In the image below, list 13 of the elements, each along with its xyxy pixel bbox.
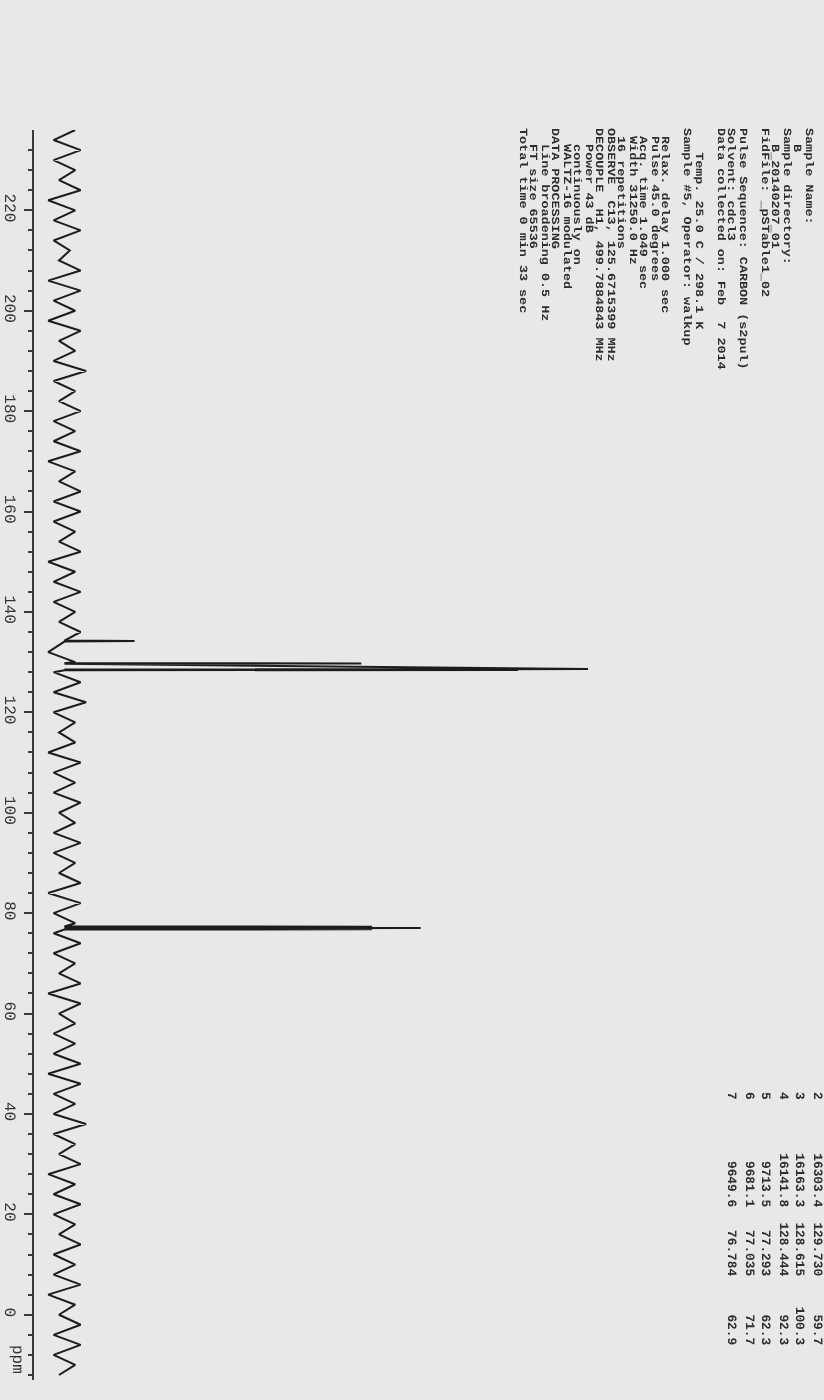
- y-tick-label: 180: [0, 394, 17, 424]
- y-axis-title: ppm: [7, 1345, 25, 1375]
- y-tick-label: 100: [0, 795, 17, 826]
- y-tick-label: 120: [0, 695, 17, 725]
- y-tick-label: 80: [0, 901, 17, 921]
- y-tick-label: 0: [0, 1307, 17, 1318]
- y-tick-label: 40: [0, 1101, 17, 1122]
- y-tick-label: 220: [0, 193, 17, 223]
- y-tick-label: 60: [0, 1001, 17, 1022]
- y-tick-label: 140: [0, 595, 17, 625]
- y-tick-label: 200: [0, 293, 17, 324]
- y-tick-label: 20: [0, 1202, 17, 1222]
- y-tick-label: 160: [0, 494, 17, 524]
